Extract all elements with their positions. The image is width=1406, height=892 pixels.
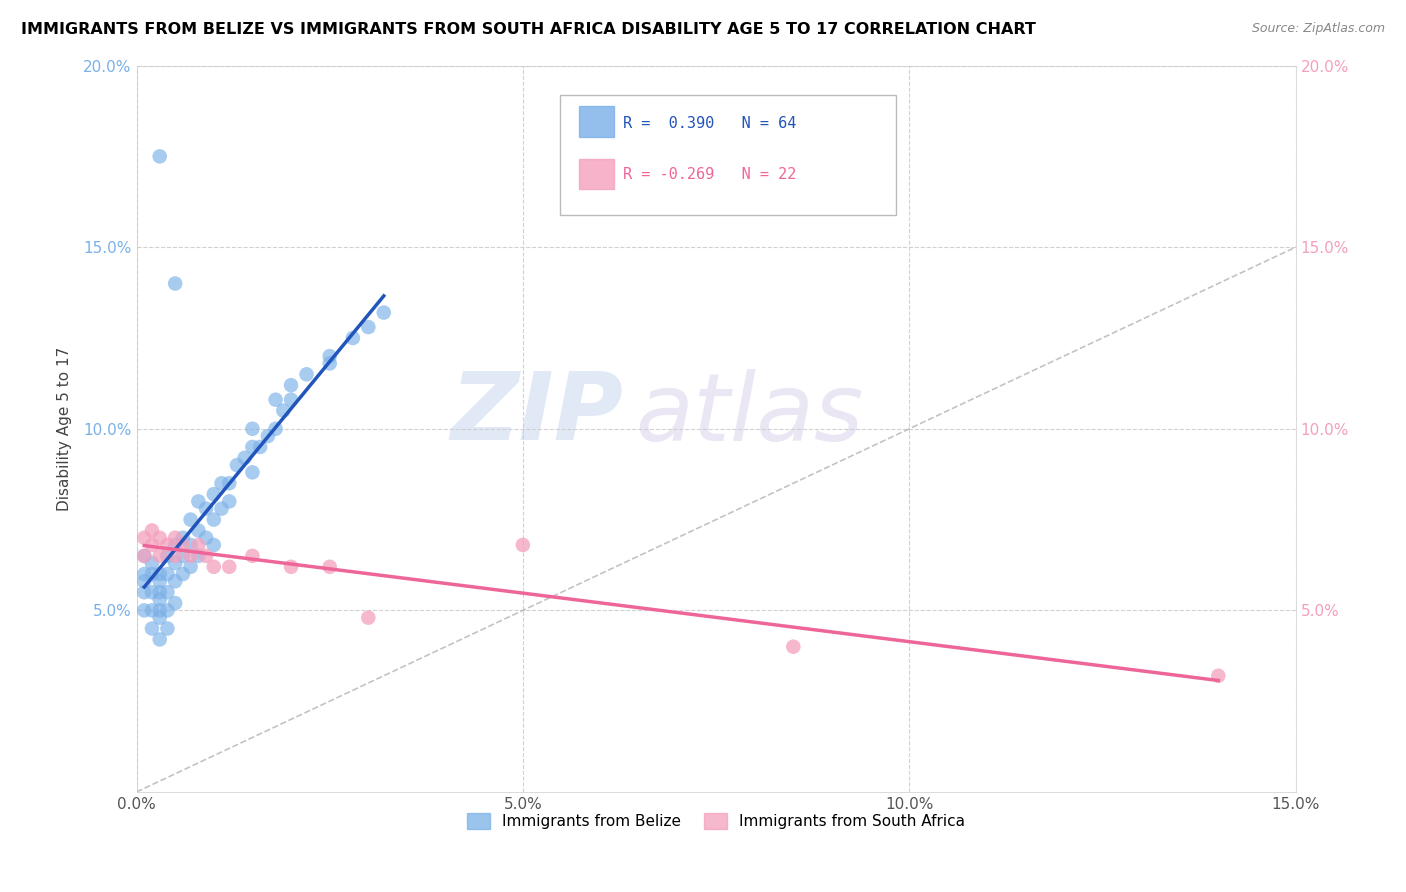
Text: IMMIGRANTS FROM BELIZE VS IMMIGRANTS FROM SOUTH AFRICA DISABILITY AGE 5 TO 17 CO: IMMIGRANTS FROM BELIZE VS IMMIGRANTS FRO… [21, 22, 1036, 37]
Point [165, 556, 187, 570]
Y-axis label: Disability Age 5 to 17: Disability Age 5 to 17 [58, 347, 72, 511]
Point [134, 574, 156, 589]
Point [195, 501, 218, 516]
Point [149, 567, 172, 582]
Point [134, 531, 156, 545]
Legend: Immigrants from Belize, Immigrants from South Africa: Immigrants from Belize, Immigrants from … [461, 807, 972, 835]
Bar [579, 159, 614, 189]
Point [257, 429, 280, 443]
Point [242, 466, 264, 480]
Point [165, 549, 187, 563]
Point [318, 559, 340, 574]
Point [318, 356, 340, 370]
Point [195, 549, 218, 563]
Point [202, 538, 225, 552]
Point [218, 476, 240, 491]
Point [280, 559, 302, 574]
Point [149, 574, 172, 589]
Point [242, 422, 264, 436]
Point [1208, 669, 1230, 683]
Point [165, 574, 187, 589]
Point [211, 476, 233, 491]
Point [187, 549, 209, 563]
Point [141, 524, 163, 538]
Point [280, 392, 302, 407]
Point [141, 538, 163, 552]
Point [202, 487, 225, 501]
Point [172, 531, 194, 545]
Point [134, 549, 156, 563]
Point [318, 349, 340, 363]
Point [273, 403, 295, 417]
Point [373, 305, 395, 319]
Point [195, 531, 218, 545]
Point [156, 549, 179, 563]
Point [141, 556, 163, 570]
Point [141, 603, 163, 617]
Point [172, 567, 194, 582]
FancyBboxPatch shape [560, 95, 896, 214]
Point [134, 549, 156, 563]
Point [149, 592, 172, 607]
Point [226, 458, 249, 472]
Point [149, 632, 172, 647]
Text: R = -0.269   N = 22: R = -0.269 N = 22 [623, 168, 797, 182]
Point [149, 149, 172, 163]
Point [280, 378, 302, 392]
Point [149, 603, 172, 617]
Point [165, 596, 187, 610]
Point [180, 559, 202, 574]
Point [295, 368, 318, 382]
Point [202, 512, 225, 526]
Point [172, 538, 194, 552]
Text: R =  0.390   N = 64: R = 0.390 N = 64 [623, 117, 797, 131]
Point [211, 501, 233, 516]
Point [782, 640, 804, 654]
Point [249, 440, 271, 454]
Point [156, 538, 179, 552]
Point [187, 524, 209, 538]
Point [172, 549, 194, 563]
Point [141, 585, 163, 599]
Point [187, 494, 209, 508]
Point [264, 422, 287, 436]
Point [149, 531, 172, 545]
Point [187, 538, 209, 552]
Text: Source: ZipAtlas.com: Source: ZipAtlas.com [1251, 22, 1385, 36]
Point [218, 494, 240, 508]
Point [242, 440, 264, 454]
Point [264, 392, 287, 407]
Point [156, 622, 179, 636]
Point [233, 450, 256, 465]
Point [149, 549, 172, 563]
Point [156, 567, 179, 582]
Point [156, 603, 179, 617]
Point [357, 610, 380, 624]
Point [165, 538, 187, 552]
Point [202, 559, 225, 574]
Point [156, 585, 179, 599]
Point [141, 622, 163, 636]
Point [134, 567, 156, 582]
Point [180, 538, 202, 552]
Point [342, 331, 364, 345]
Point [242, 549, 264, 563]
Text: atlas: atlas [636, 368, 863, 459]
Point [134, 603, 156, 617]
Point [149, 585, 172, 599]
Text: ZIP: ZIP [450, 368, 623, 460]
Bar [579, 106, 614, 136]
Point [180, 549, 202, 563]
Point [512, 538, 534, 552]
Point [149, 610, 172, 624]
Point [180, 512, 202, 526]
Point [357, 320, 380, 334]
Point [165, 277, 187, 291]
Point [141, 567, 163, 582]
Point [165, 531, 187, 545]
Point [218, 559, 240, 574]
Point [134, 585, 156, 599]
